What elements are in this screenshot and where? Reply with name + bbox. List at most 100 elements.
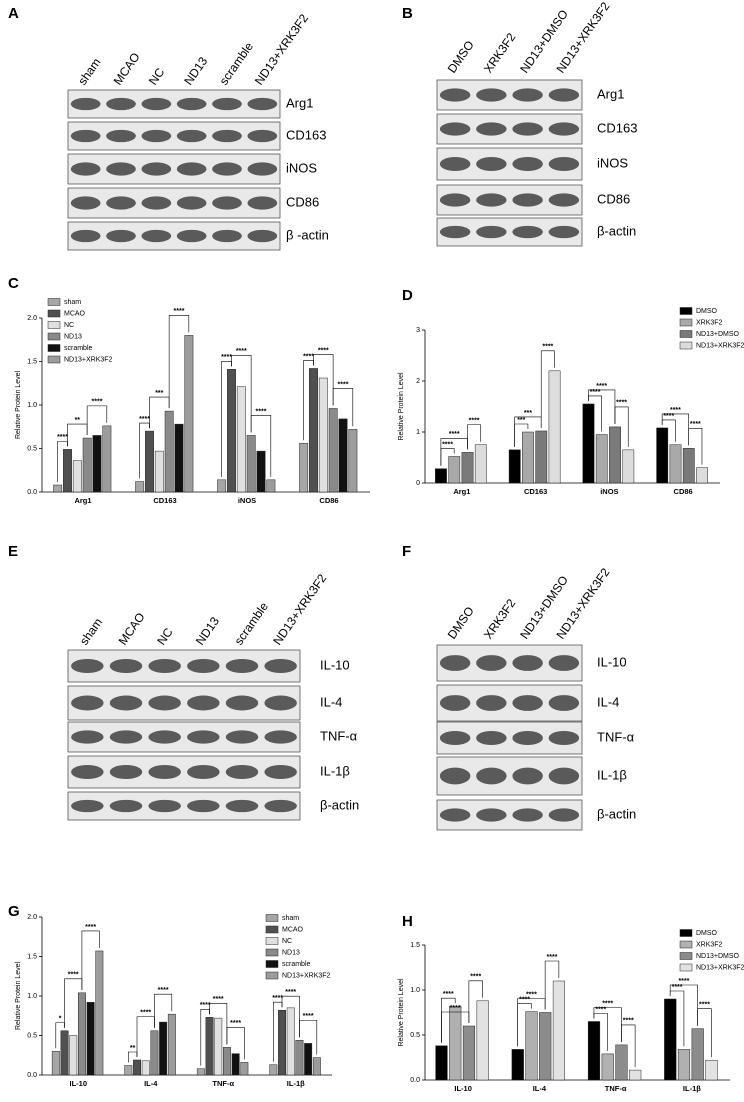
significance-label: **** [470, 974, 481, 981]
blot-band [476, 225, 507, 239]
blot-band [476, 122, 507, 136]
bar [164, 410, 174, 493]
significance-label: **** [57, 434, 68, 441]
bar [664, 998, 677, 1081]
legend-label: XRK3F2 [696, 941, 723, 948]
blot-band [225, 730, 259, 744]
x-tick-label: IL-10 [454, 1084, 472, 1093]
y-tick-label: 1.5 [410, 942, 420, 949]
bar [223, 1047, 231, 1076]
x-tick-label: IL-4 [144, 1079, 158, 1088]
blot-band [176, 229, 207, 243]
bar [86, 1002, 95, 1076]
significance-label: **** [526, 991, 537, 998]
x-tick-label: TNF-α [212, 1079, 234, 1088]
legend-swatch [679, 929, 693, 937]
y-tick-label: 0 [416, 480, 420, 487]
bar [582, 403, 595, 484]
bar [95, 950, 104, 1076]
blot-band [225, 658, 259, 674]
significance-label: **** [230, 1020, 241, 1027]
blot-strip [67, 153, 281, 185]
significance-label: **** [542, 344, 553, 351]
band-label: CD86 [597, 191, 630, 206]
significance-bracket [332, 388, 354, 427]
bar [269, 1064, 278, 1076]
legend-label: ND13 [282, 949, 300, 956]
legend-swatch [47, 332, 61, 341]
blot-band [439, 655, 471, 671]
blot-band [70, 129, 101, 143]
bar [154, 450, 164, 493]
significance-label: *** [517, 417, 525, 424]
legend-label: sham [282, 915, 299, 922]
blot-band [476, 808, 507, 822]
legend-swatch [265, 960, 279, 968]
bar [435, 468, 447, 484]
blot-band [247, 229, 278, 243]
significance-bracket [467, 424, 482, 450]
blot-band [548, 695, 580, 711]
legend-label: ND13+DMSO [696, 953, 740, 960]
bar [214, 1017, 223, 1076]
blot-band [71, 764, 104, 780]
legend-label: NC [282, 938, 292, 945]
blot-band [109, 764, 143, 780]
blot-band [71, 695, 104, 711]
bar [78, 992, 86, 1076]
bar [72, 460, 82, 493]
blot-strip [67, 685, 301, 721]
significance-bracket [299, 1019, 318, 1055]
bar [448, 456, 461, 484]
significance-label: **** [92, 399, 103, 406]
blot-band [109, 695, 143, 711]
bar [240, 1062, 249, 1076]
significance-label: **** [272, 995, 283, 1002]
significance-bracket [669, 984, 698, 1026]
blot-band [476, 156, 507, 172]
bar [669, 444, 682, 484]
lane-label: XRK3F2 [481, 30, 519, 75]
bar [461, 452, 474, 484]
bar [587, 1021, 601, 1081]
blot-band [512, 225, 543, 239]
bar [205, 1017, 214, 1076]
significance-label: **** [236, 348, 247, 355]
blot-band [512, 156, 543, 172]
blot-band [71, 658, 104, 674]
x-tick-label: iNOS [238, 496, 256, 505]
significance-label: **** [256, 408, 267, 415]
blot-band [70, 196, 101, 210]
band-label: IL-10 [320, 657, 350, 672]
blot-band [225, 764, 259, 780]
blot-band [187, 764, 220, 780]
blot-band [109, 658, 143, 674]
y-axis-label: Relative Protein Level [398, 372, 405, 441]
bar [609, 426, 621, 484]
band-label: CD86 [286, 194, 319, 209]
legend-label: scramble [282, 961, 311, 968]
x-tick-label: TNF-α [605, 1084, 627, 1093]
lane-label: sham [77, 615, 105, 647]
y-tick-label: 1.5 [27, 953, 37, 960]
lane-label: scramble [232, 599, 272, 647]
bar [299, 443, 309, 493]
significance-label: **** [616, 400, 627, 407]
lane-label: ND13 [181, 54, 210, 87]
blot-band [264, 799, 297, 813]
significance-label: **** [158, 987, 169, 994]
significance-label: **** [450, 1005, 461, 1012]
legend-swatch [47, 298, 61, 306]
blot-band [247, 196, 278, 210]
bar [217, 479, 227, 493]
bar [615, 1044, 628, 1081]
significance-label: * [59, 1016, 62, 1023]
bar [124, 1065, 133, 1076]
blot-band [148, 730, 181, 744]
blot-band [439, 193, 471, 207]
legend-label: ND13+XRK3F2 [282, 972, 331, 979]
blot-band [247, 162, 278, 176]
blot-band [476, 695, 507, 711]
bar [318, 377, 328, 493]
